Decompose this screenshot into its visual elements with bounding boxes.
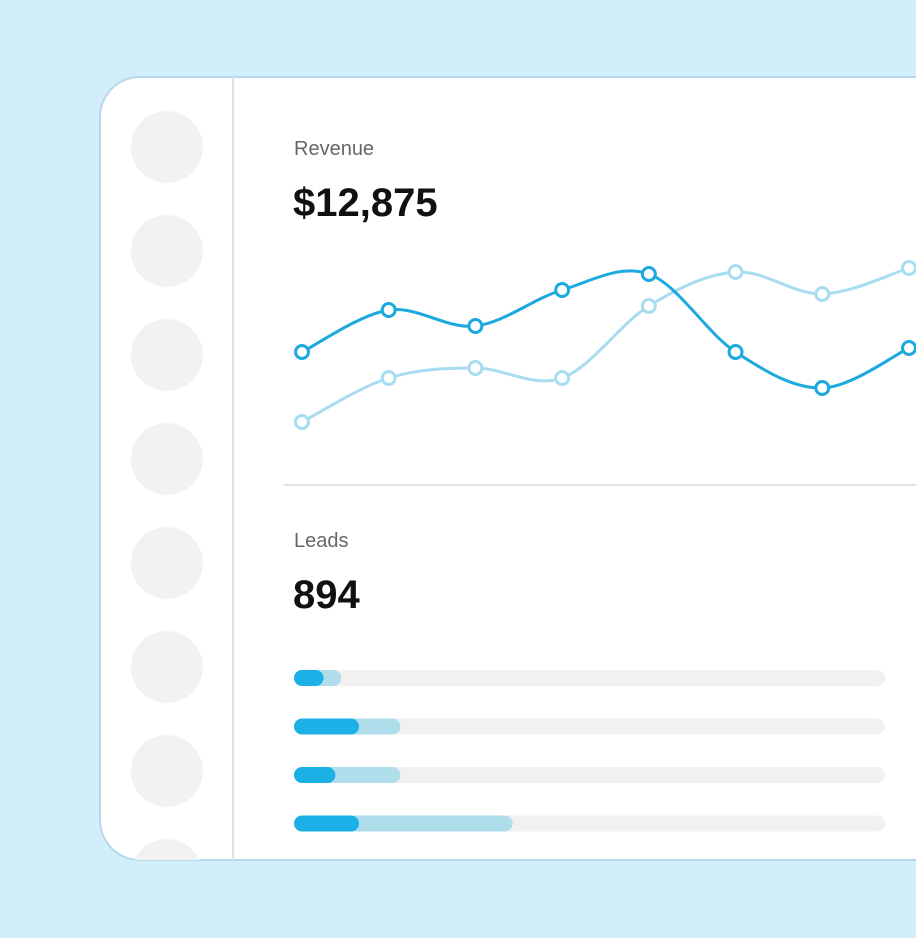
- data-point: [467, 318, 484, 334]
- data-point: [294, 344, 310, 360]
- data-point: [640, 266, 657, 282]
- nav-icon[interactable]: [131, 839, 203, 911]
- card: [99, 76, 916, 861]
- data-point: [640, 298, 657, 314]
- bar: [294, 718, 360, 735]
- nav-icon[interactable]: [131, 319, 203, 391]
- bar: [294, 670, 324, 686]
- series-line: [301, 266, 910, 424]
- nav-icon[interactable]: [131, 423, 203, 495]
- sidebar: [131, 111, 203, 911]
- bar-track: [294, 767, 885, 783]
- nav-icon[interactable]: [131, 735, 203, 807]
- section-title: Leads: [294, 530, 349, 552]
- data-point: [901, 260, 916, 276]
- bar: [294, 815, 360, 832]
- data-point: [814, 286, 831, 302]
- data-point: [901, 340, 916, 356]
- data-point: [814, 380, 831, 396]
- metric-value: 894: [293, 573, 360, 617]
- bar: [294, 767, 336, 783]
- bar-track: [294, 718, 885, 735]
- data-point: [727, 344, 744, 360]
- section-title: Revenue: [294, 138, 374, 160]
- series-line: [301, 269, 910, 390]
- nav-icon[interactable]: [131, 111, 203, 183]
- data-point: [380, 370, 397, 386]
- metric-value: $12,875: [293, 181, 438, 225]
- data-point: [467, 360, 484, 376]
- charts: [294, 260, 916, 832]
- data-point: [554, 370, 571, 386]
- nav-icon[interactable]: [131, 527, 203, 599]
- data-point: [294, 414, 310, 430]
- data-point: [727, 264, 744, 280]
- card-content: Revenue $12,875 Leads 894: [131, 77, 916, 911]
- nav-icon[interactable]: [131, 631, 203, 703]
- data-point: [554, 282, 571, 298]
- nav-icon[interactable]: [131, 215, 203, 287]
- bar-track: [294, 670, 885, 686]
- data-point: [380, 302, 397, 318]
